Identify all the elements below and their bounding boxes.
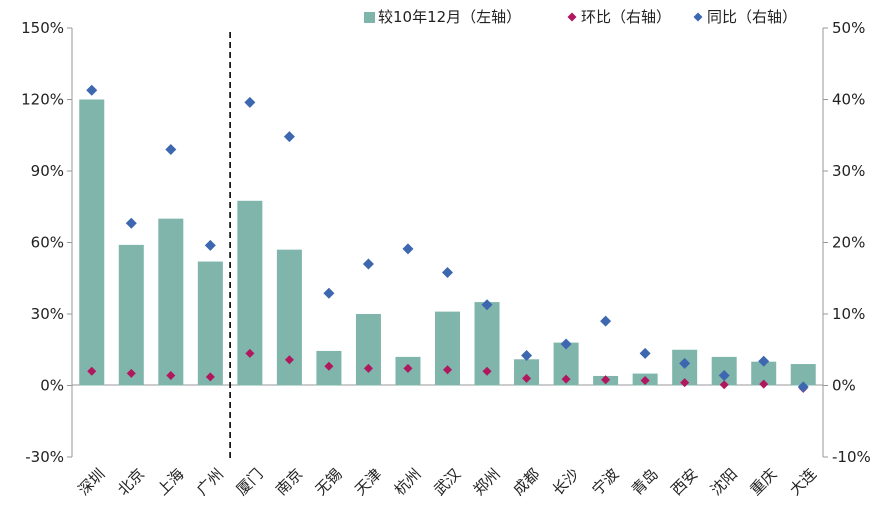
yoy-point — [560, 338, 572, 350]
right-tick-label: 20% — [832, 234, 865, 252]
yoy-point — [679, 357, 691, 369]
right-axis-ticks: -10% 0% 10% 20% 30% 40% 50% — [823, 19, 871, 466]
yoy-point — [86, 84, 98, 96]
bar — [197, 261, 223, 386]
mom-point — [87, 366, 97, 376]
yoy-point — [521, 349, 533, 361]
mom-point — [126, 368, 136, 378]
left-axis-ticks: -30% 0% 30% 60% 90% 120% 150% — [21, 19, 72, 466]
yoy-point — [639, 347, 651, 359]
legend-label: 较10年12月（左轴） — [378, 8, 521, 26]
legend-label: 同比（右轴） — [707, 8, 797, 26]
bar — [79, 99, 105, 386]
category-label: 深圳 — [75, 465, 109, 499]
left-tick-label: 90% — [31, 162, 64, 180]
bar — [751, 361, 777, 386]
left-tick-label: 60% — [31, 234, 64, 252]
mom-point — [205, 372, 215, 382]
legend-label: 环比（右轴） — [581, 8, 671, 26]
yoy-point — [204, 239, 216, 251]
yoy-point — [758, 355, 770, 367]
yoy-point — [442, 267, 453, 279]
left-tick-label: 30% — [31, 305, 64, 323]
category-label: 大连 — [786, 465, 820, 499]
category-label: 武汉 — [430, 465, 464, 499]
yoy-point — [797, 381, 809, 393]
left-tick-label: -30% — [25, 448, 64, 466]
mom-point — [324, 361, 334, 371]
mom-point — [284, 355, 294, 365]
category-label: 上海 — [154, 465, 188, 499]
category-label: 西安 — [667, 465, 701, 499]
mom-point — [601, 375, 611, 385]
category-label: 南京 — [272, 465, 306, 499]
right-tick-label: 10% — [832, 305, 865, 323]
mom-point — [443, 365, 452, 375]
category-label: 沈阳 — [707, 465, 741, 499]
mom-point — [482, 366, 492, 376]
bar — [158, 218, 184, 386]
yoy-point — [244, 96, 256, 108]
legend-swatch-bar — [364, 12, 375, 23]
category-label: 成都 — [509, 465, 543, 499]
bar — [355, 314, 381, 386]
bar — [118, 244, 144, 386]
category-label: 广州 — [193, 465, 227, 499]
category-labels: 深圳 北京 上海 广州 厦门 南京 无锡 天津 杭州 武汉 郑州 成都 长沙 宁波 青岛 西安 沈阳 重庆 大连 — [75, 465, 820, 499]
mom-point — [245, 348, 255, 358]
legend-swatch-diamond — [693, 12, 703, 22]
mom-point — [403, 363, 413, 373]
yoy-point — [481, 299, 493, 311]
right-tick-label: 30% — [832, 162, 865, 180]
bar-series — [79, 99, 816, 386]
category-label: 杭州 — [391, 465, 425, 499]
mom-point — [640, 375, 650, 385]
category-label: 重庆 — [747, 465, 781, 499]
right-tick-label: -10% — [832, 448, 871, 466]
left-tick-label: 150% — [21, 19, 64, 37]
yoy-point — [283, 131, 295, 143]
left-tick-label: 0% — [40, 377, 64, 395]
category-label: 无锡 — [312, 465, 346, 499]
mom-point — [561, 374, 571, 384]
mom-point — [166, 370, 176, 380]
right-tick-label: 40% — [832, 91, 865, 109]
category-label: 宁波 — [588, 465, 622, 499]
mom-point — [759, 379, 769, 389]
category-label: 厦门 — [233, 465, 267, 499]
mom-point — [680, 378, 690, 388]
right-tick-label: 50% — [832, 19, 865, 37]
bar — [435, 311, 460, 386]
legend-swatch-diamond — [567, 12, 577, 22]
left-tick-label: 120% — [21, 91, 64, 109]
yoy-point — [323, 287, 335, 299]
yoy-point — [165, 144, 177, 156]
mom-point — [522, 373, 532, 383]
bar — [276, 249, 302, 386]
scatter-series — [86, 84, 809, 393]
legend: 较10年12月（左轴） 环比（右轴） 同比（右轴） — [364, 8, 797, 26]
mom-point — [719, 380, 729, 390]
yoy-point — [600, 315, 612, 327]
mom-point — [363, 363, 373, 373]
yoy-point — [718, 369, 730, 381]
yoy-point — [362, 258, 374, 270]
bar — [790, 364, 816, 386]
yoy-point — [402, 243, 414, 255]
category-label: 青岛 — [628, 465, 662, 499]
category-label: 长沙 — [549, 465, 583, 499]
yoy-point — [125, 217, 137, 229]
right-tick-label: 0% — [832, 377, 856, 395]
category-label: 天津 — [351, 465, 385, 499]
category-label: 北京 — [114, 465, 148, 499]
category-label: 郑州 — [470, 465, 504, 499]
